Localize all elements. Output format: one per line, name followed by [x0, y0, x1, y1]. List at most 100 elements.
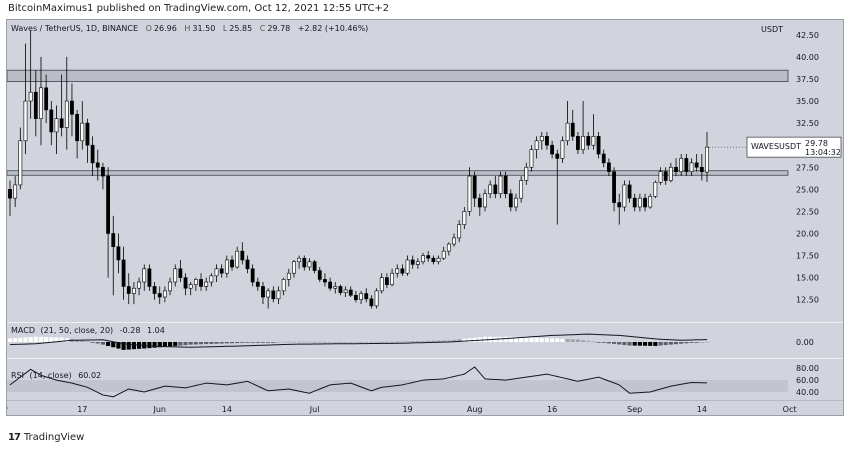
candle-body: [266, 290, 271, 298]
candle-body: [199, 279, 203, 287]
macd-histogram-bar: [59, 337, 64, 342]
macd-histogram-bar: [550, 338, 555, 342]
macd-histogram-bar: [704, 341, 710, 343]
time-tick-label: 14: [222, 405, 232, 414]
legend-close: 29.78: [267, 24, 290, 33]
candle-body: [178, 268, 183, 278]
time-axis-ticks: May17Jun14Jul19Aug16Sep14Oct18Nov: [0, 405, 797, 414]
macd-histogram-bar: [198, 342, 204, 345]
macd-histogram-bar: [575, 339, 580, 342]
time-tick-label: 14: [697, 405, 707, 414]
candle-body: [132, 287, 136, 294]
time-tick-label: Aug: [467, 405, 483, 414]
candle-body: [292, 261, 296, 274]
rsi-tick-label: 40.00: [796, 388, 819, 397]
macd-histogram-bar: [648, 342, 653, 346]
macd-pane-bg: [7, 322, 788, 358]
candle-body: [214, 268, 219, 277]
candlestick-series[interactable]: [8, 30, 788, 309]
macd-histogram-bar: [75, 339, 80, 342]
macd-histogram-bar: [322, 341, 328, 343]
legend-high-label: H: [184, 24, 190, 33]
main-legend: Waves / TetherUS, 1D, BINANCE O 26.96 H 31…: [11, 24, 368, 33]
candle-body: [173, 268, 178, 283]
macd-histogram-bar: [668, 342, 673, 345]
tradingview-footer[interactable]: 17 TradingView: [8, 432, 84, 443]
candle-body: [591, 136, 596, 146]
rsi-legend: RSI (14, close) 60.02: [11, 371, 101, 380]
candle-body: [359, 293, 363, 300]
macd-histogram-bar: [596, 342, 601, 343]
macd-histogram-bar: [415, 341, 420, 342]
time-tick-label: Oct: [783, 405, 797, 414]
candle-body: [586, 136, 591, 146]
legend-open-label: O: [146, 24, 152, 33]
macd-pane: 0.00: [7, 333, 814, 350]
candle-body: [183, 277, 188, 289]
candle-body: [111, 233, 116, 248]
candle-body: [255, 281, 260, 287]
macd-histogram-bar: [209, 342, 214, 344]
candle-body: [472, 175, 477, 199]
candle-body: [137, 281, 141, 289]
candle-body: [390, 272, 394, 285]
candle-body: [101, 166, 105, 177]
macd-histogram-bar: [519, 337, 524, 342]
macd-histogram-bar: [679, 342, 684, 344]
tradingview-brand: TradingView: [23, 432, 85, 443]
time-tick-label: Sep: [627, 405, 642, 414]
macd-histogram-bar: [446, 340, 451, 342]
candle-body: [384, 277, 389, 285]
candle-body: [338, 286, 343, 293]
candle-body: [493, 184, 498, 195]
candle-body: [276, 290, 281, 300]
macd-histogram-bar: [214, 342, 219, 344]
macd-histogram-bar: [271, 342, 276, 343]
candle-body: [694, 162, 699, 168]
chart-frame: 12.5015.0017.5020.0022.5025.0027.5030.00…: [0, 19, 844, 416]
macd-histogram-bar: [441, 340, 446, 342]
candle-body: [80, 122, 85, 142]
chart-svg[interactable]: 12.5015.0017.5020.0022.5025.0027.5030.00…: [0, 20, 843, 415]
candle-body: [462, 211, 467, 225]
candle-body: [674, 166, 678, 172]
macd-histogram-bar: [235, 342, 240, 344]
candle-body: [400, 268, 405, 274]
candle-body: [312, 261, 317, 271]
candle-body: [668, 166, 673, 181]
candle-body: [39, 87, 43, 120]
candle-body: [240, 250, 245, 261]
macd-histogram-bar: [90, 342, 95, 343]
candle-body: [317, 270, 322, 280]
macd-histogram-bar: [111, 342, 116, 348]
macd-histogram-bar: [389, 341, 395, 343]
macd-histogram-bar: [431, 340, 436, 342]
candle-body: [147, 268, 152, 287]
candle-body: [395, 268, 400, 274]
candle-body: [59, 118, 64, 128]
candle-body: [441, 250, 446, 259]
macd-histogram-bar: [467, 338, 472, 342]
macd-histogram-bar: [95, 342, 100, 344]
macd-histogram-bar: [7, 338, 13, 342]
candle-body: [405, 259, 410, 274]
candle-body: [560, 140, 565, 159]
macd-histogram-bar: [462, 338, 467, 342]
price-axis-bg: [788, 20, 843, 400]
candle-body: [436, 257, 441, 263]
macd-histogram-bar: [204, 342, 209, 345]
macd-histogram-bar: [606, 342, 611, 344]
candle-body: [250, 268, 255, 283]
macd-histogram-bar: [513, 336, 519, 342]
macd-histogram-bar: [38, 336, 44, 342]
legend-high: 31.50: [192, 24, 215, 33]
macd-histogram-bar: [245, 342, 250, 343]
candle-body: [705, 146, 709, 173]
rsi-name: RSI: [11, 371, 24, 380]
macd-histogram-bar: [167, 342, 173, 347]
candle-body: [699, 166, 704, 172]
rsi-params: (14, close): [30, 371, 72, 380]
macd-histogram-bar: [328, 341, 333, 343]
price-tag[interactable]: [746, 136, 842, 158]
candle-body: [519, 180, 524, 199]
